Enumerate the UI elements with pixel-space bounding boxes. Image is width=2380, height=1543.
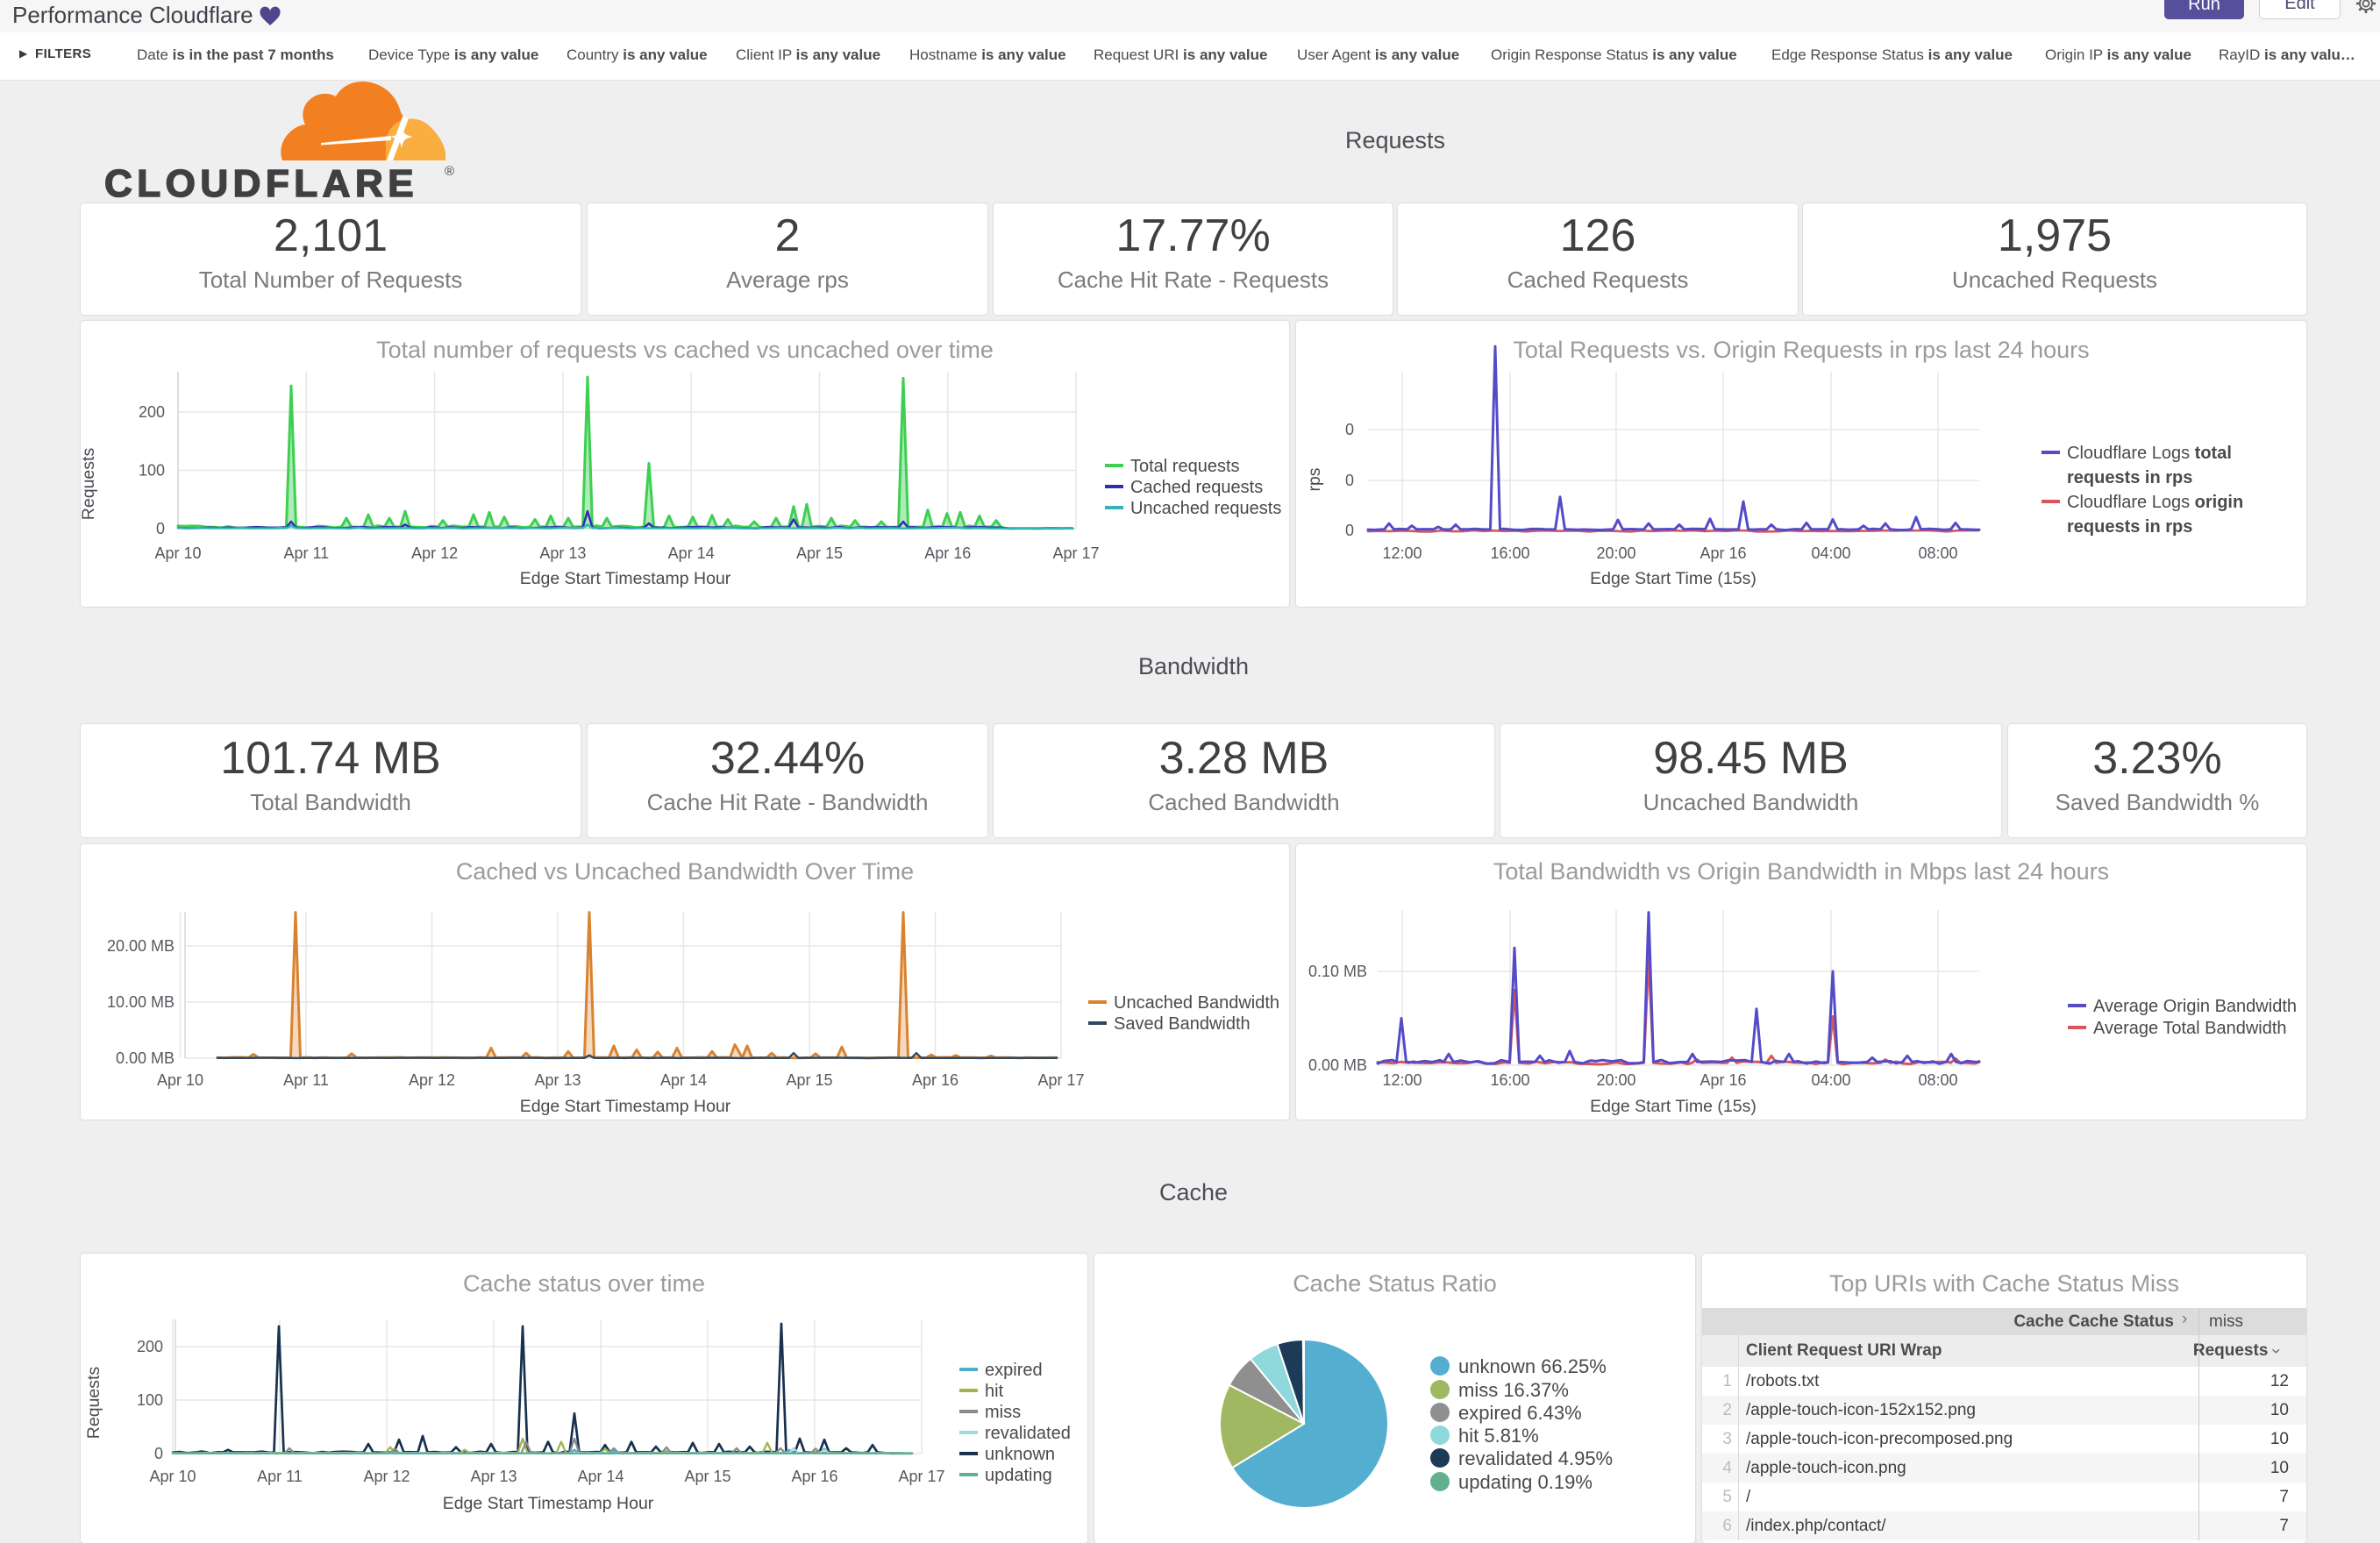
svg-text:16:00: 16:00 [1490,544,1529,562]
svg-text:Average Total Bandwidth: Average Total Bandwidth [2093,1019,2287,1038]
svg-text:Apr 16: Apr 16 [924,544,971,562]
svg-text:100: 100 [137,1391,163,1409]
svg-text:Apr 14: Apr 14 [660,1071,707,1089]
svg-text:Requests: Requests [84,1367,103,1440]
svg-text:04:00: 04:00 [1811,544,1850,562]
svg-text:0: 0 [1345,472,1354,489]
svg-text:Apr 17: Apr 17 [1052,544,1099,562]
svg-text:Saved Bandwidth: Saved Bandwidth [1114,1014,1251,1034]
svg-text:requests in rps: requests in rps [2067,517,2192,537]
svg-text:Edge Start Timestamp Hour: Edge Start Timestamp Hour [443,1494,654,1513]
svg-text:04:00: 04:00 [1811,1071,1850,1089]
svg-text:08:00: 08:00 [1918,544,1957,562]
svg-text:20:00: 20:00 [1596,1071,1635,1089]
svg-text:Apr 12: Apr 12 [411,544,458,562]
svg-text:Edge Start Timestamp Hour: Edge Start Timestamp Hour [520,569,731,588]
svg-text:Apr 17: Apr 17 [1037,1071,1084,1089]
svg-text:Apr 16: Apr 16 [912,1071,958,1089]
svg-text:Apr 13: Apr 13 [470,1468,517,1485]
svg-text:Edge Start Time (15s): Edge Start Time (15s) [1590,1097,1756,1116]
svg-text:Apr 10: Apr 10 [157,1071,203,1089]
svg-text:20.00 MB: 20.00 MB [107,937,175,955]
svg-text:Cached requests: Cached requests [1130,478,1263,497]
svg-text:Uncached requests: Uncached requests [1130,499,1281,518]
svg-text:unknown 66.25%: unknown 66.25% [1458,1355,1607,1377]
svg-text:16:00: 16:00 [1490,1071,1529,1089]
svg-text:Apr 16: Apr 16 [1699,1071,1746,1089]
svg-text:Apr 15: Apr 15 [786,1071,832,1089]
svg-text:Cloudflare Logs total: Cloudflare Logs total [2067,444,2232,463]
svg-text:Apr 11: Apr 11 [283,1071,329,1089]
svg-text:®: ® [445,164,454,179]
svg-text:Apr 12: Apr 12 [409,1071,455,1089]
svg-text:updating 0.19%: updating 0.19% [1458,1471,1593,1493]
svg-text:100: 100 [139,462,165,480]
svg-text:200: 200 [139,403,165,421]
svg-text:0: 0 [1345,421,1354,438]
svg-text:Average Origin Bandwidth: Average Origin Bandwidth [2093,997,2297,1016]
svg-text:CLOUDFLARE: CLOUDFLARE [104,162,418,204]
svg-text:Apr 15: Apr 15 [796,544,843,562]
svg-text:Edge Start Time (15s): Edge Start Time (15s) [1590,569,1756,588]
svg-text:Apr 17: Apr 17 [898,1468,944,1485]
svg-text:hit: hit [985,1382,1004,1401]
svg-text:expired 6.43%: expired 6.43% [1458,1402,1582,1424]
svg-text:0.10 MB: 0.10 MB [1308,963,1367,980]
svg-text:Apr 13: Apr 13 [539,544,586,562]
svg-text:Apr 14: Apr 14 [577,1468,624,1485]
svg-text:miss 16.37%: miss 16.37% [1458,1379,1569,1401]
svg-text:Cloudflare Logs origin: Cloudflare Logs origin [2067,493,2243,512]
svg-text:0: 0 [1345,522,1354,539]
svg-text:0.00 MB: 0.00 MB [116,1049,175,1067]
svg-text:revalidated: revalidated [985,1424,1071,1443]
svg-text:10.00 MB: 10.00 MB [107,993,175,1011]
svg-text:unknown: unknown [985,1445,1055,1464]
svg-text:Apr 10: Apr 10 [149,1468,196,1485]
svg-text:Apr 11: Apr 11 [257,1468,303,1485]
svg-text:08:00: 08:00 [1918,1071,1957,1089]
svg-text:expired: expired [985,1361,1043,1380]
svg-text:Requests: Requests [81,448,98,521]
svg-text:rps: rps [1305,467,1324,491]
svg-text:Apr 16: Apr 16 [791,1468,837,1485]
svg-text:Apr 16: Apr 16 [1699,544,1746,562]
svg-text:20:00: 20:00 [1596,544,1635,562]
svg-text:12:00: 12:00 [1382,1071,1422,1089]
svg-text:updating: updating [985,1466,1052,1485]
svg-text:200: 200 [137,1338,163,1355]
svg-text:Apr 15: Apr 15 [684,1468,730,1485]
svg-text:0: 0 [156,520,165,537]
svg-text:Total requests: Total requests [1130,457,1240,476]
svg-text:Apr 10: Apr 10 [154,544,201,562]
svg-text:12:00: 12:00 [1382,544,1422,562]
svg-text:0.00 MB: 0.00 MB [1308,1056,1367,1074]
svg-text:Apr 13: Apr 13 [534,1071,581,1089]
svg-text:requests in rps: requests in rps [2067,468,2192,487]
svg-text:Apr 11: Apr 11 [283,544,329,562]
svg-text:Uncached Bandwidth: Uncached Bandwidth [1114,993,1279,1013]
svg-text:Apr 12: Apr 12 [363,1468,410,1485]
svg-text:Apr 14: Apr 14 [668,544,715,562]
svg-text:revalidated 4.95%: revalidated 4.95% [1458,1447,1613,1469]
svg-text:0: 0 [154,1445,163,1462]
svg-text:Edge Start Timestamp Hour: Edge Start Timestamp Hour [520,1097,731,1116]
svg-text:miss: miss [985,1403,1021,1422]
svg-text:hit 5.81%: hit 5.81% [1458,1425,1539,1447]
